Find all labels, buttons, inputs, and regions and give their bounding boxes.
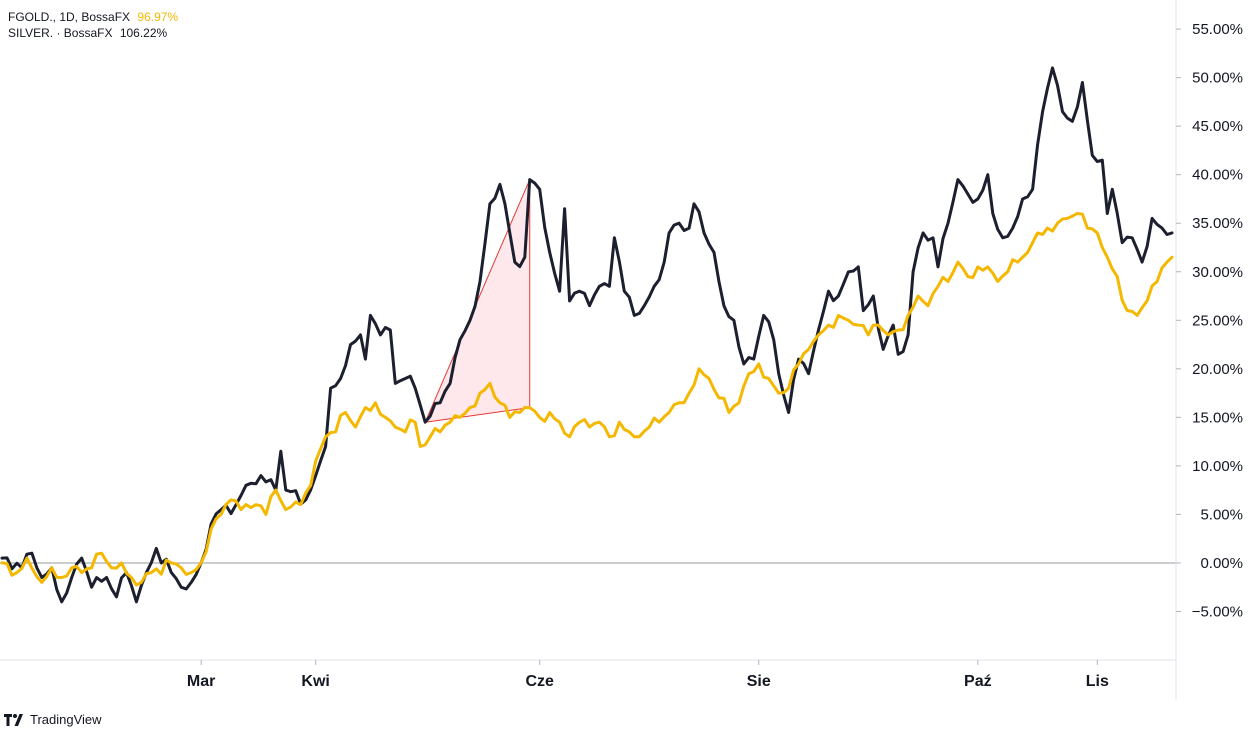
legend-change-primary: 96.97% (137, 10, 179, 24)
y-tick-label: 25.00% (1192, 312, 1243, 329)
x-tick-label: Lis (1086, 673, 1109, 690)
y-tick-label: 35.00% (1192, 215, 1243, 232)
chart-legend: FGOLD., 1D, BossaFX 96.97% SILVER. · Bos… (8, 9, 178, 41)
price-scale[interactable]: 55.00% 50.00% 45.00% 40.00% 35.00% 30.00% 25.0… (1176, 21, 1243, 620)
brand-attribution[interactable]: TradingView (4, 712, 102, 727)
tradingview-logo-icon (4, 713, 23, 726)
time-scale[interactable]: Mar Kwi Cze Sie Paź Lis (187, 660, 1109, 690)
y-tick-label: 20.00% (1192, 361, 1243, 378)
x-tick-label: Paź (964, 673, 992, 690)
series-line-fgold[interactable] (0, 212, 1174, 587)
series-layer (0, 66, 1174, 604)
legend-symbol-secondary: SILVER. · BossaFX (8, 26, 113, 40)
brand-name: TradingView (30, 712, 102, 727)
y-tick-label: 45.00% (1192, 118, 1243, 135)
y-tick-label: 40.00% (1192, 167, 1243, 184)
y-tick-label: 50.00% (1192, 70, 1243, 87)
legend-symbol-primary: FGOLD., 1D, BossaFX (8, 10, 131, 24)
y-tick-label: 5.00% (1200, 506, 1243, 523)
x-tick-label: Sie (747, 673, 771, 690)
y-tick-label: −5.00% (1192, 603, 1243, 620)
legend-row-secondary[interactable]: SILVER. · BossaFX 106.22% (8, 25, 178, 41)
y-tick-label: 0.00% (1200, 555, 1243, 572)
y-tick-label: 10.00% (1192, 458, 1243, 475)
y-tick-label: 55.00% (1192, 21, 1243, 38)
y-tick-label: 30.00% (1192, 264, 1243, 281)
legend-change-secondary: 106.22% (119, 26, 168, 40)
series-line-silver[interactable] (0, 66, 1174, 604)
x-tick-label: Cze (525, 673, 554, 690)
x-tick-label: Kwi (301, 673, 329, 690)
legend-row-primary[interactable]: FGOLD., 1D, BossaFX 96.97% (8, 9, 178, 25)
y-tick-label: 15.00% (1192, 409, 1243, 426)
x-tick-label: Mar (187, 673, 215, 690)
